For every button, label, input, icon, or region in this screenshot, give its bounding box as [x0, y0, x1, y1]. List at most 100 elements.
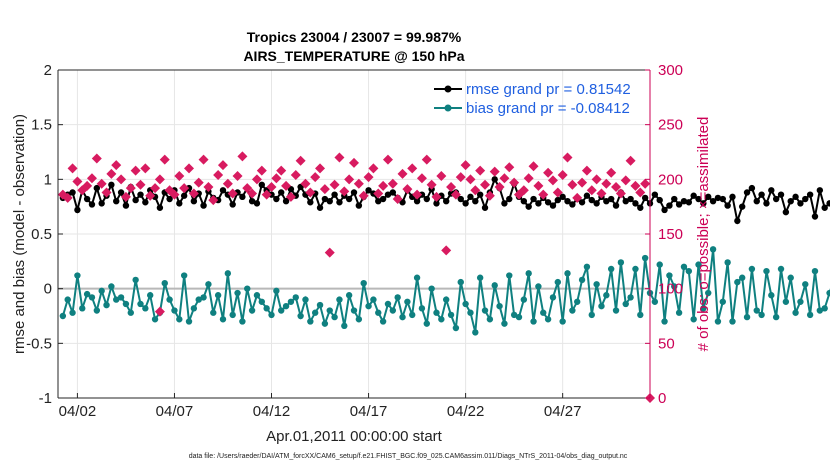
bias-point	[525, 270, 532, 277]
bias-point	[195, 296, 202, 303]
rmse-point	[593, 200, 600, 207]
observation-count-marker	[251, 174, 262, 185]
observation-count-marker	[295, 155, 306, 166]
rmse-point	[753, 198, 760, 205]
bias-point	[491, 282, 498, 289]
observation-count-marker	[315, 163, 326, 174]
rmse-point	[142, 199, 149, 206]
bias-point	[190, 305, 198, 312]
bias-point	[59, 312, 67, 320]
observation-count-marker	[470, 185, 481, 196]
bias-point	[93, 307, 101, 314]
bias-point	[792, 309, 799, 316]
y-tick-label-left: 0	[44, 281, 52, 298]
bias-point	[117, 294, 125, 301]
observation-count-marker	[198, 154, 209, 165]
rmse-point	[248, 198, 256, 205]
observation-count-marker	[557, 169, 568, 180]
bias-point	[399, 313, 406, 321]
observation-count-marker	[213, 169, 224, 180]
rmse-point	[700, 200, 707, 207]
y-tick-label-right: 300	[658, 62, 683, 79]
observation-count-marker	[188, 188, 199, 199]
bias-point	[336, 296, 343, 303]
bias-point	[132, 276, 139, 284]
y-tick-label-left: -0.5	[26, 335, 52, 352]
rmse-point	[229, 201, 236, 208]
bias-point	[748, 265, 756, 273]
bias-point	[632, 265, 639, 273]
rmse-point	[641, 194, 649, 202]
bias-point	[146, 292, 154, 299]
x-tick-label: 04/22	[447, 403, 485, 420]
bias-point	[496, 302, 503, 310]
rmse-point	[117, 189, 125, 196]
observation-count-marker	[285, 191, 296, 202]
observation-count-marker	[528, 161, 539, 172]
observation-count-marker	[504, 162, 515, 173]
rmse-point	[564, 198, 571, 205]
bias-point	[375, 309, 382, 316]
observation-count-marker	[543, 167, 554, 178]
observation-count-marker	[130, 165, 141, 176]
bias-point	[248, 307, 256, 314]
y-tick-label-right: 0	[658, 390, 666, 407]
bias-point	[671, 283, 678, 290]
rmse-point	[345, 195, 353, 203]
observation-count-marker	[450, 189, 461, 200]
bias-point	[768, 292, 775, 299]
observation-count-marker	[407, 163, 418, 174]
observation-count-marker	[620, 175, 631, 186]
bias-point	[113, 296, 120, 303]
rmse-point	[375, 198, 382, 205]
bias-point	[637, 311, 644, 319]
bias-point	[588, 311, 595, 319]
bias-point	[418, 305, 426, 312]
bias-point	[598, 302, 605, 310]
rmse-point	[156, 204, 164, 211]
rmse-point	[768, 187, 775, 194]
bias-point	[161, 280, 168, 287]
bias-point	[79, 305, 86, 312]
bias-point	[641, 254, 649, 262]
observation-count-marker	[91, 153, 102, 164]
observation-count-marker	[242, 183, 253, 194]
observation-count-marker	[125, 183, 136, 194]
bias-point	[74, 272, 81, 279]
rmse-point	[544, 199, 552, 206]
chart-title: Tropics 23004 / 23007 = 99.987%	[247, 29, 462, 45]
rmse-point	[326, 198, 333, 205]
observation-count-marker	[499, 173, 510, 184]
observation-count-marker	[591, 174, 602, 185]
bias-point	[239, 318, 246, 325]
bias-point	[603, 292, 610, 299]
rmse-point	[826, 200, 830, 207]
rmse-point	[190, 198, 198, 205]
bias-point	[753, 307, 760, 314]
bias-point	[311, 309, 319, 316]
observation-count-marker	[489, 166, 500, 177]
rmse-point	[321, 195, 329, 203]
rmse-point	[176, 200, 183, 207]
bias-point	[214, 292, 222, 299]
bias-point	[316, 301, 324, 309]
bias-point	[661, 318, 668, 325]
observation-count-marker	[300, 178, 311, 189]
rmse-point	[583, 192, 591, 199]
rmse-point	[763, 200, 770, 207]
observation-count-marker	[106, 168, 117, 179]
rmse-point	[520, 198, 528, 205]
observation-count-marker	[625, 155, 636, 166]
observation-count-marker	[96, 178, 107, 189]
bias-point	[103, 301, 110, 309]
observation-count-marker	[334, 152, 345, 163]
bias-point	[200, 294, 207, 301]
bias-point	[379, 318, 387, 325]
rmse-point	[74, 206, 81, 214]
observation-count-marker	[475, 165, 486, 176]
y-axis-label-left: rmse and bias (model - observation)	[11, 114, 28, 354]
rmse-point	[200, 202, 207, 209]
bias-point	[656, 261, 663, 268]
observation-count-marker	[572, 192, 583, 203]
bias-point	[457, 278, 464, 286]
